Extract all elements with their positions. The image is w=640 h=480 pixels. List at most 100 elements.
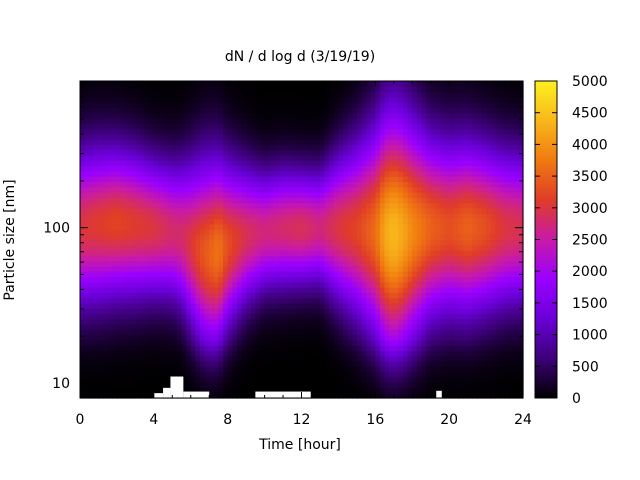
heatmap-cell [426,239,432,246]
heatmap-cell [172,276,178,283]
heatmap-cell [199,165,206,172]
heatmap-cell [121,387,127,394]
heatmap-cell [236,287,243,293]
heatmap-cell [347,355,353,362]
heatmap-cell [167,297,173,304]
heatmap-cell [163,228,169,235]
heatmap-cell [416,202,423,209]
heatmap-cell [139,392,146,399]
heatmap-cell [93,165,100,172]
heatmap-cell [112,250,118,256]
heatmap-cell [112,276,118,283]
heatmap-cell [250,176,256,182]
heatmap-cell [361,392,367,399]
heatmap-cell [403,361,409,367]
heatmap-cell [153,133,160,140]
heatmap-cell [416,345,423,352]
heatmap-cell [199,181,206,188]
heatmap-cell [310,329,316,336]
heatmap-cell [103,207,109,214]
heatmap-cell [301,139,307,145]
heatmap-cell [80,223,86,230]
heatmap-cell [121,308,127,315]
heatmap-cell [315,244,321,251]
heatmap-cell [296,213,303,219]
heatmap-cell [232,366,238,373]
heatmap-cell [218,228,224,235]
heatmap-cell [384,292,390,299]
heatmap-cell [84,117,90,124]
heatmap-cell [416,112,423,119]
heatmap-cell [292,281,298,288]
heatmap-cell [379,102,386,109]
heatmap-cell [333,154,340,161]
heatmap-cell [199,102,206,109]
heatmap-cell [236,308,243,315]
heatmap-cell [338,86,344,93]
heatmap-cell [195,329,201,336]
heatmap-cell [121,345,127,352]
heatmap-cell [153,139,160,145]
heatmap-cell [149,202,155,209]
heatmap-cell [310,181,316,188]
heatmap-cell [116,361,123,367]
heatmap-cell [338,292,344,299]
heatmap-cell [126,202,132,209]
heatmap-cell [181,355,187,362]
heatmap-cell [430,96,436,103]
heatmap-cell [278,139,284,145]
heatmap-cell [370,297,376,304]
heatmap-cell [255,165,261,172]
heatmap-cell [209,376,215,383]
heatmap-cell [264,223,270,230]
heatmap-cell [121,213,127,219]
heatmap-cell [333,345,340,352]
heatmap-cell [333,329,340,336]
heatmap-cell [181,255,187,262]
heatmap-cell [84,350,90,357]
heatmap-cell [89,218,95,225]
heatmap-cell [283,371,289,378]
heatmap-cell [273,350,280,357]
heatmap-cell [283,302,289,309]
heatmap-cell [213,313,220,320]
heatmap-cell [389,128,395,135]
heatmap-cell [343,265,349,272]
heatmap-cell [186,149,192,156]
heatmap-cell [176,308,183,315]
heatmap-cell [135,181,141,188]
heatmap-cell [167,207,173,214]
heatmap-cell [458,297,464,304]
heatmap-cell [449,112,455,119]
heatmap-cell [153,176,160,182]
heatmap-cell [199,324,206,330]
heatmap-cell [218,181,224,188]
heatmap-cell [153,123,160,130]
heatmap-cell [292,271,298,278]
heatmap-cell [310,302,316,309]
heatmap-cell [329,213,335,219]
heatmap-cell [283,334,289,341]
heatmap-cell [393,260,399,267]
heatmap-cell [343,123,349,130]
heatmap-cell [375,91,381,98]
heatmap-cell [292,191,298,198]
heatmap-cell [449,139,455,145]
heatmap-cell [130,165,136,172]
heatmap-cell [107,186,113,193]
heatmap-cell [435,202,441,209]
heatmap-cell [283,239,289,246]
heatmap-cell [227,339,233,346]
heatmap-cell [199,186,206,193]
heatmap-cell [296,123,303,130]
heatmap-cell [204,334,210,341]
heatmap-cell [366,387,372,394]
heatmap-cell [306,107,312,114]
heatmap-cell [227,260,233,267]
heatmap-cell [278,239,284,246]
heatmap-cell [435,313,441,320]
heatmap-cell [306,223,312,230]
heatmap-cell [421,292,427,299]
heatmap-cell [144,86,150,93]
heatmap-cell [398,392,404,399]
